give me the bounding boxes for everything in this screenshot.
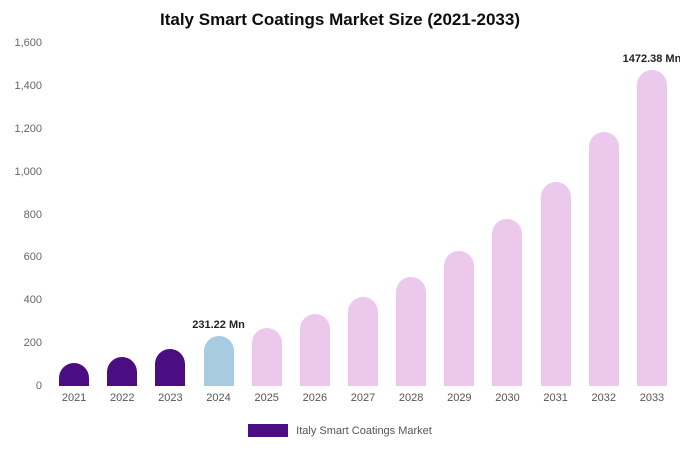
legend-label: Italy Smart Coatings Market [296, 424, 432, 437]
plot-area: 231.22 Mn 1472.38 Mn [50, 43, 680, 386]
bar-2026 [299, 313, 330, 386]
bar-slot [387, 43, 435, 386]
x-tick-label: 2021 [61, 392, 87, 404]
legend-item[interactable]: Italy Smart Coatings Market [0, 424, 680, 437]
bar-2033 [636, 70, 667, 386]
bar-series: 231.22 Mn 1472.38 Mn [50, 43, 680, 386]
x-axis: 2021 2022 2023 2024 2025 2026 2027 2028 2029 2030… [50, 392, 676, 404]
x-tick-label: 2031 [543, 392, 568, 404]
y-axis: 0 200 400 600 800 1,000 1,200 1,400 1,600 [0, 37, 44, 392]
bar-slot [532, 43, 580, 386]
bar-slot [146, 43, 194, 386]
y-tick-label: 1,000 [14, 165, 42, 178]
bar-2032 [588, 131, 619, 386]
bar-slot: 1472.38 Mn [623, 43, 680, 386]
x-tick-label: 2023 [158, 392, 183, 404]
bar-slot [243, 43, 291, 386]
bar-slot [435, 43, 483, 386]
chart-title: Italy Smart Coatings Market Size (2021-2… [160, 10, 520, 29]
y-tick-label: 1,600 [14, 37, 42, 49]
x-tick-label: 2024 [206, 392, 231, 404]
bar-2024 [203, 336, 234, 386]
bar-slot [339, 43, 387, 386]
bar-value-label: 1472.38 Mn [622, 53, 680, 66]
bar-slot [50, 43, 98, 386]
y-tick-label: 200 [23, 337, 42, 350]
bar-slot [291, 43, 339, 386]
legend-swatch [248, 424, 289, 437]
x-tick-label: 2026 [302, 392, 328, 404]
bar-slot: 231.22 Mn [192, 43, 245, 386]
bar-slot [580, 43, 628, 386]
y-tick-label: 400 [23, 294, 42, 307]
bar-2027 [348, 297, 379, 386]
x-tick-label: 2032 [591, 392, 617, 404]
bar-2030 [492, 218, 523, 386]
bar-slot [483, 43, 531, 386]
bar-2029 [444, 250, 475, 386]
x-tick-label: 2025 [254, 392, 279, 404]
bar-2031 [540, 181, 571, 386]
y-tick-label: 0 [35, 380, 42, 392]
bar-slot [98, 43, 146, 386]
bar-2023 [155, 349, 186, 386]
x-tick-label: 2022 [109, 392, 135, 404]
y-tick-label: 1,400 [14, 79, 42, 92]
bar-value-label: 231.22 Mn [192, 319, 245, 332]
bar-2021 [59, 363, 90, 386]
y-tick-label: 600 [23, 251, 42, 264]
bar-2022 [107, 356, 138, 386]
y-tick-label: 800 [23, 208, 42, 221]
x-tick-label: 2027 [350, 392, 376, 404]
x-tick-label: 2033 [639, 392, 665, 404]
x-tick-label: 2028 [398, 392, 424, 404]
x-tick-label: 2030 [495, 392, 520, 404]
bar-2025 [251, 327, 282, 386]
y-tick-label: 1,200 [14, 122, 42, 135]
x-tick-label: 2029 [447, 392, 472, 404]
bar-2028 [396, 276, 427, 386]
